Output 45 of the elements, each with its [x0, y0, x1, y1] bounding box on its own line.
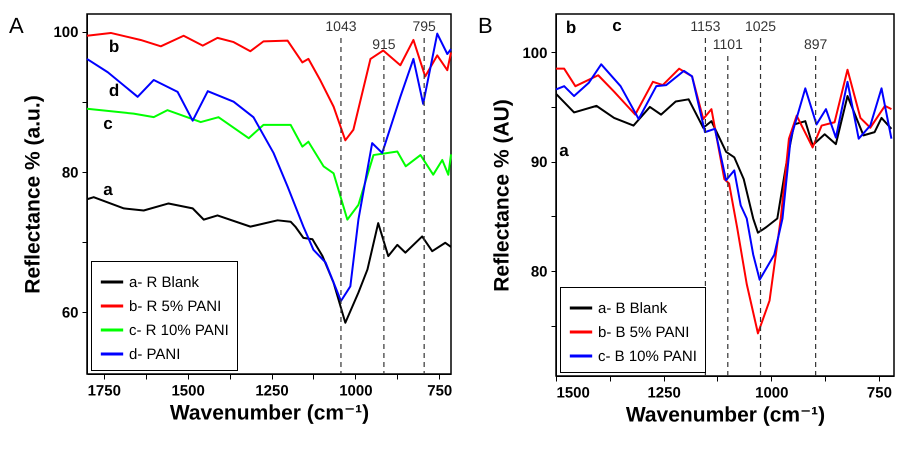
x-tick-label: 1500: [171, 382, 205, 400]
line-series: [86, 108, 452, 221]
x-tick-label: 750: [866, 384, 892, 402]
text: A: [9, 13, 24, 38]
ref-line-label: 795: [412, 18, 436, 34]
legend-label: c- R 10% PANI: [129, 322, 229, 339]
y-axis-title: Reflectance % (a.u.): [21, 95, 44, 294]
x-tick-label: 750: [427, 382, 452, 400]
annotation: a: [103, 180, 114, 199]
text: B: [478, 13, 493, 38]
legend-label: c- B 10% PANI: [598, 348, 697, 365]
legend-label: b- R 5% PANI: [129, 298, 222, 315]
x-tick-label: 1750: [88, 382, 121, 400]
legend-label: d- PANI: [129, 346, 180, 363]
x-tick-label: 1250: [647, 384, 681, 402]
ref-line-label: 915: [372, 36, 396, 52]
line-series: [555, 63, 892, 281]
y-tick-label: 90: [530, 154, 548, 172]
ref-line-label: 1043: [325, 18, 357, 34]
line-series: [86, 32, 452, 142]
annotation: b: [566, 18, 576, 37]
annotation: d: [108, 81, 120, 100]
x-tick-label: 1000: [755, 384, 788, 402]
x-tick-label: 1500: [556, 384, 590, 402]
x-tick-label: 1250: [255, 382, 289, 400]
y-tick-label: 100: [53, 24, 78, 42]
ref-line-label: 897: [804, 36, 828, 52]
legend-label: a- B Blank: [598, 300, 668, 317]
annotation: b: [108, 37, 120, 56]
y-tick-label: 100: [522, 44, 548, 62]
x-axis-title: Wavenumber (cm⁻¹): [170, 402, 370, 424]
y-axis-title: Reflectance % (AU): [490, 99, 514, 292]
y-tick-label: 60: [62, 304, 78, 322]
x-tick-label: 1000: [339, 382, 373, 400]
legend-label: b- B 5% PANI: [598, 324, 690, 341]
annotation: c: [612, 16, 622, 35]
x-axis-title: Wavenumber (cm⁻¹): [626, 404, 826, 426]
ref-line-label: 1153: [690, 18, 721, 34]
y-tick-label: 80: [530, 264, 548, 281]
y-tick-label: 80: [62, 164, 78, 182]
ref-line-label: 1101: [712, 36, 744, 52]
annotation: a: [559, 141, 570, 160]
legend-label: a- R Blank: [129, 274, 200, 291]
annotation: c: [103, 114, 113, 133]
ref-line-label: 1025: [744, 18, 776, 34]
